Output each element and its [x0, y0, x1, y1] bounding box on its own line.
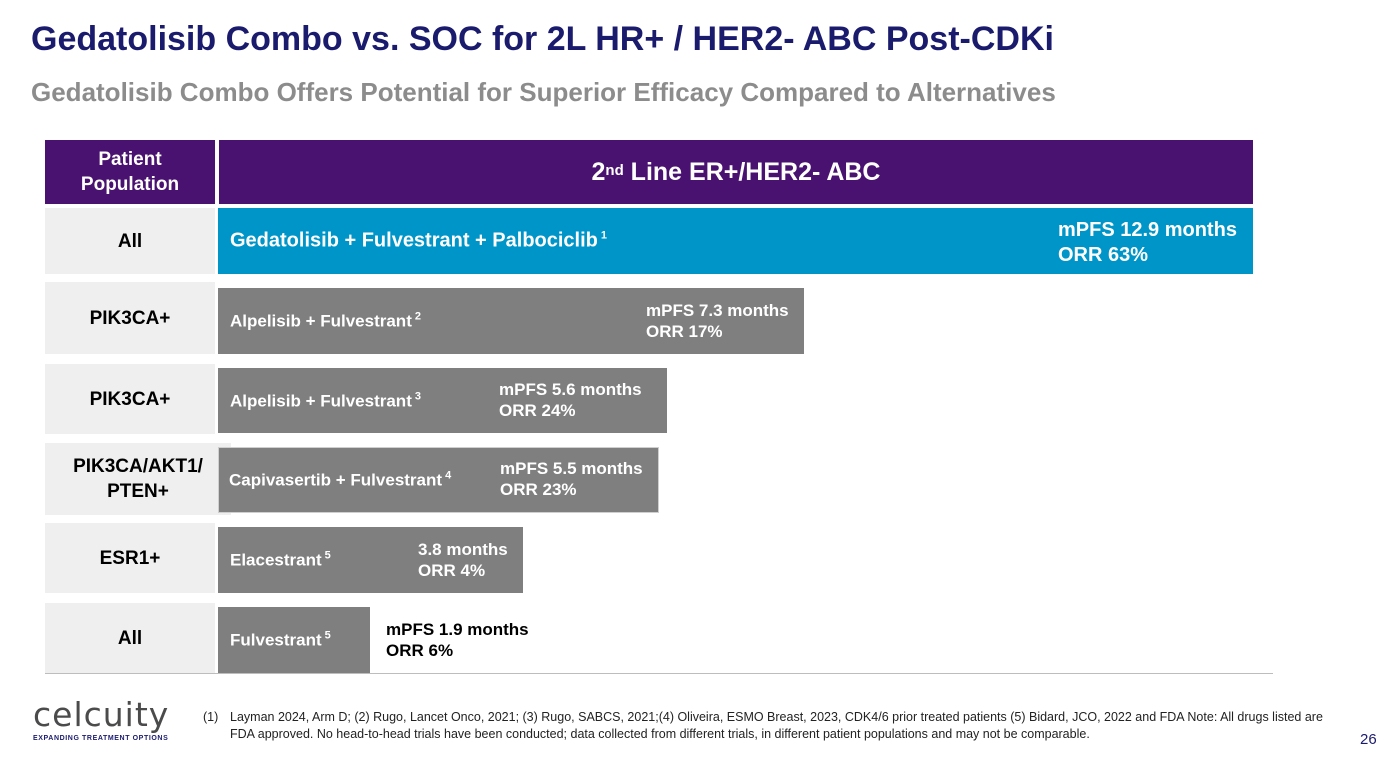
mpfs-bar: Alpelisib + Fulvestrant 2: [218, 288, 804, 354]
mpfs-value: mPFS 5.5 months: [500, 459, 643, 478]
efficacy-stats: mPFS 5.5 months ORR 23%: [500, 458, 643, 500]
regimen-label: Fulvestrant 5: [230, 630, 331, 651]
footnote-text: Layman 2024, Arm D; (2) Rugo, Lancet Onc…: [230, 710, 1323, 741]
footnote: (1) Layman 2024, Arm D; (2) Rugo, Lancet…: [203, 709, 1333, 743]
mpfs-value: mPFS 5.6 months: [499, 380, 642, 399]
efficacy-stats: mPFS 12.9 months ORR 63%: [1058, 218, 1237, 268]
regimen-label: Elacestrant 5: [230, 550, 331, 571]
regimen-name: Fulvestrant: [230, 630, 322, 650]
mpfs-bar: Capivasertib + Fulvestrant 4: [218, 447, 659, 513]
regimen-name: Alpelisib + Fulvestrant: [230, 311, 412, 331]
page-number: 26: [1360, 731, 1377, 748]
reference-superscript: 1: [600, 229, 608, 242]
mpfs-bar: Gedatolisib + Fulvestrant + Palbociclib 1: [218, 208, 1253, 274]
regimen-label: Gedatolisib + Fulvestrant + Palbociclib 1: [230, 230, 607, 253]
orr-value: ORR 6%: [386, 641, 454, 660]
header-right-suffix: Line ER+/HER2- ABC: [623, 157, 881, 186]
orr-value: ORR 24%: [499, 401, 576, 420]
mpfs-bar: Elacestrant 5: [218, 527, 523, 593]
regimen-name: Capivasertib + Fulvestrant: [229, 470, 443, 490]
mpfs-bar: Fulvestrant 5: [218, 607, 370, 673]
reference-superscript: 4: [445, 469, 452, 482]
header-left-line1: Patient: [98, 149, 162, 170]
mpfs-value: mPFS 1.9 months: [386, 620, 529, 639]
header-right-prefix: 2: [591, 157, 606, 186]
reference-superscript: 3: [414, 390, 421, 403]
orr-value: ORR 17%: [646, 322, 723, 341]
logo-wordmark: celcuity: [33, 695, 170, 734]
efficacy-stats: mPFS 1.9 months ORR 6%: [386, 619, 529, 661]
reference-superscript: 5: [324, 629, 331, 642]
chart-baseline: [45, 673, 1273, 674]
orr-value: ORR 4%: [418, 561, 486, 580]
orr-value: ORR 23%: [500, 480, 577, 499]
population-cell: All: [45, 208, 215, 274]
mpfs-value: mPFS 7.3 months: [646, 301, 789, 320]
header-left-line2: Population: [80, 174, 180, 195]
mpfs-value: 3.8 months: [418, 540, 508, 559]
patient-population-header: Patient Population: [45, 140, 215, 204]
header-right-sup: nd: [605, 161, 624, 179]
regimen-name: Gedatolisib + Fulvestrant + Palbociclib: [230, 229, 598, 252]
regimen-name: Elacestrant: [230, 550, 322, 570]
population-cell: PIK3CA/AKT1/ PTEN+: [45, 443, 231, 515]
footnote-number: (1): [203, 710, 219, 724]
population-cell: All: [45, 603, 215, 673]
efficacy-stats: 3.8 months ORR 4%: [418, 539, 508, 581]
regimen-name: Alpelisib + Fulvestrant: [230, 390, 412, 410]
celcuity-logo: celcuity EXPANDING TREATMENT OPTIONS: [33, 695, 170, 743]
population-cell: PIK3CA+: [45, 282, 215, 354]
efficacy-stats: mPFS 5.6 months ORR 24%: [499, 379, 642, 421]
logo-tagline: EXPANDING TREATMENT OPTIONS: [33, 735, 169, 742]
population-cell: PIK3CA+: [45, 364, 215, 434]
regimen-label: Alpelisib + Fulvestrant 2: [230, 311, 421, 332]
orr-value: ORR 63%: [1058, 244, 1149, 266]
page-subtitle: Gedatolisib Combo Offers Potential for S…: [31, 77, 1056, 107]
regimen-label: Capivasertib + Fulvestrant 4: [229, 470, 451, 491]
mpfs-value: mPFS 12.9 months: [1058, 219, 1237, 241]
page-title: Gedatolisib Combo vs. SOC for 2L HR+ / H…: [31, 20, 1054, 58]
efficacy-stats: mPFS 7.3 months ORR 17%: [646, 300, 789, 342]
mpfs-bar: Alpelisib + Fulvestrant 3: [218, 368, 667, 433]
reference-superscript: 2: [414, 310, 421, 323]
population-cell: ESR1+: [45, 523, 215, 593]
regimen-label: Alpelisib + Fulvestrant 3: [230, 390, 421, 411]
reference-superscript: 5: [324, 549, 331, 562]
